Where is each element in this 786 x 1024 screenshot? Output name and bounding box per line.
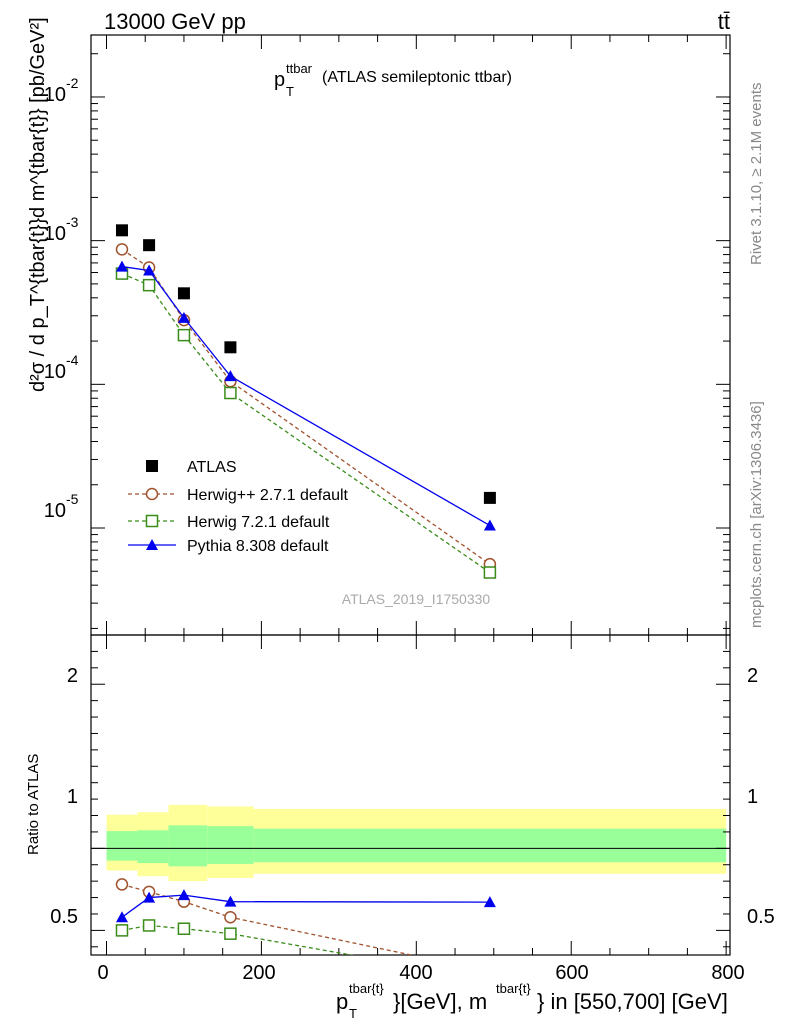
process-label: tt̄ [718,9,730,34]
legend-marker-pythia-8-308-default [146,539,158,550]
title-rest: (ATLAS semileptonic ttbar) [322,69,512,86]
xlabel-p: p [336,989,348,1014]
legend-label-herwig7: Herwig 7.2.1 default [187,514,330,531]
main-y-tick-labels: 10 -2 10 -3 10 -4 10 -5 [44,75,79,522]
ratio-line-herwig-7-2-1-default [121,924,355,955]
ratio-point-herwig-2-7-1-default [115,878,129,891]
x-axis-label: p tbar{t} T }[GeV], m tbar{t} } in [550,… [336,981,728,1021]
ratio-ytick-0.5-left: 0.5 [50,906,78,928]
legend-marker-atlas [146,460,158,472]
ratio-series-group [115,878,496,985]
ratio-line-pythia-8-308-default [121,894,490,918]
legend-label-pythia: Pythia 8.308 default [187,538,329,555]
main-y-ticks [91,53,730,629]
source-label: mcplots.cern.ch [arXiv:1306.3436] [748,401,765,628]
ratio-point-pythia-8-308-default [177,889,190,901]
title-p: p [274,69,285,91]
legend: ATLAS Herwig++ 2.7.1 default Herwig 7.2.… [128,459,349,555]
legend-label-atlas: ATLAS [187,459,237,476]
xtick-0: 0 [97,962,108,984]
data-point-pythia-8-308-default [483,519,496,531]
x-tick-labels: 0 200 400 600 800 [97,962,744,984]
xtick-600: 600 [555,962,588,984]
ratio-point-herwig-7-2-1-default [115,924,129,937]
data-point-herwig-7-2-1-default [142,278,156,292]
data-point-atlas [143,239,156,252]
ytick-label-1e-3: 10 [44,223,66,245]
ytick-label-1e-4: 10 [44,361,66,383]
ratio-y-axis-label: Ratio to ATLAS [25,754,42,855]
data-point-herwig-7-2-1-default [177,328,191,342]
ratio-ytick-0.5-right: 0.5 [747,906,775,928]
legend-marker-herwig-7-2-1-default [145,514,159,528]
ytick-label-1e-5: 10 [44,500,66,522]
series-line-herwig-7-2-1-default [121,272,491,574]
ratio-ytick-1-left: 1 [67,786,78,808]
data-point-pythia-8-308-default [115,260,128,272]
ratio-point-pythia-8-308-default [224,895,237,907]
ratio-point-pythia-8-308-default [143,891,156,903]
ytick-label-1e-2: 10 [44,84,66,106]
ratio-uncertainty-bands [106,804,727,882]
data-point-herwig-2-7-1-default [115,243,129,256]
band-green [253,828,727,863]
ratio-y-ticks [91,650,730,948]
ratio-point-herwig-7-2-1-default [142,919,156,932]
data-point-herwig-7-2-1-default [483,566,497,579]
xlabel-sup2: tbar{t} [496,981,531,996]
data-point-pythia-8-308-default [177,311,190,323]
energy-label: 13000 GeV pp [104,9,246,34]
data-point-atlas [177,287,190,300]
xtick-200: 200 [242,962,275,984]
data-point-pythia-8-308-default [143,264,156,276]
title-sub: T [286,84,294,99]
legend-marker-herwig-2-7-1-default [145,487,159,501]
ytick-exp-1e-2: -2 [66,75,79,91]
ratio-point-herwig-7-2-1-default [177,922,191,935]
ratio-ytick-2-right: 2 [747,665,758,687]
data-point-atlas [224,341,237,354]
legend-label-herwigpp: Herwig++ 2.7.1 default [187,487,349,504]
band-green [168,825,208,867]
ratio-point-herwig-7-2-1-default [484,974,495,985]
ratio-ytick-1-right: 1 [747,786,758,808]
main-series-group [115,224,497,579]
xlabel-end: } in [550,700] [GeV] [537,989,728,1014]
ytick-exp-1e-5: -5 [66,491,79,507]
analysis-watermark: ATLAS_2019_I1750330 [342,591,491,607]
title-sup: ttbar [286,61,313,76]
xlabel-sub: T [349,1006,357,1021]
plot-title: p ttbar T (ATLAS semileptonic ttbar) [274,61,512,99]
ytick-exp-1e-4: -4 [66,352,79,368]
x-ticks [105,35,727,955]
xlabel-mid: }[GeV], m [393,989,487,1014]
ratio-line-herwig-2-7-1-default [121,883,415,955]
ratio-point-herwig-2-7-1-default [224,911,237,924]
data-point-pythia-8-308-default [224,370,237,382]
data-point-atlas [483,491,496,504]
ratio-point-herwig-2-7-1-default [484,966,495,977]
ratio-y-tick-labels: 0.5 1 2 0.5 1 2 [50,665,775,928]
xtick-800: 800 [711,962,744,984]
ratio-series-layer [115,878,496,985]
band-green [106,831,138,861]
ratio-point-pythia-8-308-default [115,911,128,923]
main-y-axis-label: d²σ / d p_T^{tbar{t}}d m^{tbar{t}} [pb/G… [27,17,49,392]
xlabel-sup1: tbar{t} [349,981,384,996]
ratio-point-herwig-7-2-1-default [224,927,237,940]
ratio-point-pythia-8-308-default [483,896,496,908]
series-line-herwig-2-7-1-default [121,248,491,565]
band-green [207,826,254,864]
data-point-herwig-7-2-1-default [224,386,237,400]
band-green [137,830,169,864]
ytick-exp-1e-3: -3 [66,214,79,230]
main-series-layer [115,224,497,579]
data-point-atlas [115,224,128,237]
ratio-ytick-2-left: 2 [67,665,78,687]
xtick-400: 400 [399,962,432,984]
rivet-label: Rivet 3.1.10, ≥ 2.1M events [748,83,765,266]
